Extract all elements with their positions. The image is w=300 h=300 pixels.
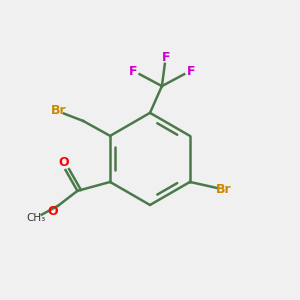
Text: F: F [187,65,195,78]
Text: Br: Br [51,104,67,117]
Text: F: F [129,65,137,78]
Text: O: O [59,156,69,169]
Text: O: O [47,205,58,218]
Text: CH₃: CH₃ [26,213,45,223]
Text: F: F [162,51,171,64]
Text: Br: Br [216,183,232,196]
